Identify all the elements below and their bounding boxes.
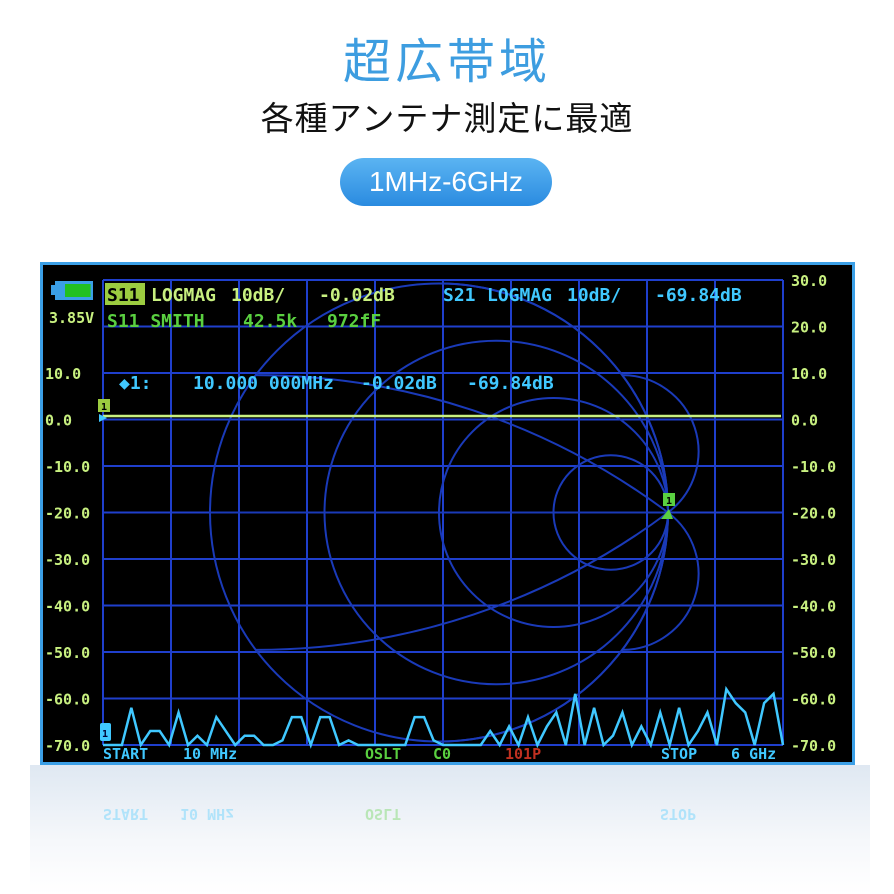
smith-reactance-arc [255,511,669,651]
y-tick-right: -50.0 [791,644,836,662]
y-tick-right: -70.0 [791,737,836,755]
start-frequency[interactable]: 10 MHz [183,745,237,762]
frequency-range-badge: 1MHz-6GHz [340,158,552,206]
marker-frequency: 10.000 000MHz [193,373,334,394]
vna-plot: 30.0 20.0 10.0 10.0 0.0 0.0 -10.0 -10.0 -20.0 -20… [45,272,836,762]
smith-reactance-arc [438,512,669,743]
y-tick-right: 20.0 [791,319,827,337]
battery-voltage: 3.85V [49,309,94,327]
vna-screen: 30.0 20.0 10.0 10.0 0.0 0.0 -10.0 -10.0 -20.0 -20… [40,262,855,765]
marker-s21-value: -69.84dB [467,373,554,394]
y-tick-left: -60.0 [45,691,90,709]
calibration-slot: C0 [433,745,451,762]
start-label[interactable]: START [103,745,148,762]
trace2-format[interactable]: LOGMAG [487,285,552,306]
stop-frequency[interactable]: 6 GHz [731,745,776,762]
marker-1-s11[interactable]: 1 [98,399,110,422]
y-tick-left: -50.0 [45,644,90,662]
smith-reactance-arc [438,282,669,513]
y-tick-left: 10.0 [45,365,81,383]
y-tick-left: -10.0 [45,458,90,476]
y-tick-right: -10.0 [791,458,836,476]
reflection-start-value: 10 MHz [180,805,235,823]
y-tick-left: -30.0 [45,551,90,569]
trace1-channel[interactable]: S11 [107,285,140,306]
trace3-value1: 42.5k [243,311,297,332]
y-tick-left: 0.0 [45,412,72,430]
s11-active-highlight [105,283,145,305]
y-tick-left: -70.0 [45,737,90,755]
s21-logmag-trace [103,685,785,750]
page-subtitle: 各種アンテナ測定に最適 [260,99,634,138]
svg-text:1: 1 [101,402,107,413]
y-axis-ticks: 30.0 20.0 10.0 10.0 0.0 0.0 -10.0 -10.0 -20.0 -20… [45,272,836,755]
svg-text:1: 1 [666,496,672,507]
y-tick-right: -40.0 [791,598,836,616]
trace1-format[interactable]: LOGMAG [151,285,216,306]
trace2-channel[interactable]: S21 [443,285,476,306]
y-tick-right: 10.0 [791,365,827,383]
trace3-label[interactable]: S11 SMITH [107,311,205,332]
battery-icon [51,281,93,300]
reflection-start: START [103,805,149,823]
marker-1-smith[interactable]: 1 [661,493,675,519]
y-tick-right: -30.0 [791,551,836,569]
smith-chart [209,282,700,743]
screen-reflection: START 10 MHz OSLT STOP [30,765,870,894]
y-tick-right: 0.0 [791,412,818,430]
smith-reactance-arc [255,374,669,514]
reflection-cal: OSLT [365,805,402,823]
stop-label[interactable]: STOP [661,745,697,762]
page-title: 超広帯域 [342,34,551,90]
marker-1-s21[interactable]: 1 [100,723,111,741]
trace2-value: -69.84dB [655,285,742,306]
smith-reactance-arc [622,374,700,514]
trace3-value2: 972fF [327,311,381,332]
calibration-label[interactable]: OSLT [365,745,401,762]
y-tick-left: -40.0 [45,598,90,616]
svg-text:1: 1 [102,729,108,740]
y-tick-right: -60.0 [791,691,836,709]
trace1-scale: 10dB/ [231,285,285,306]
y-tick-right: 30.0 [791,272,827,290]
smith-reactance-arc [622,511,700,651]
y-tick-right: -20.0 [791,505,836,523]
sweep-points[interactable]: 101P [505,745,541,762]
trace1-value: -0.02dB [319,285,395,306]
marker-s11-value: -0.02dB [361,373,437,394]
y-tick-left: -20.0 [45,505,90,523]
trace2-scale: 10dB/ [567,285,621,306]
marker-label[interactable]: ◆1: [119,373,152,394]
reflection-stop: STOP [660,805,697,823]
